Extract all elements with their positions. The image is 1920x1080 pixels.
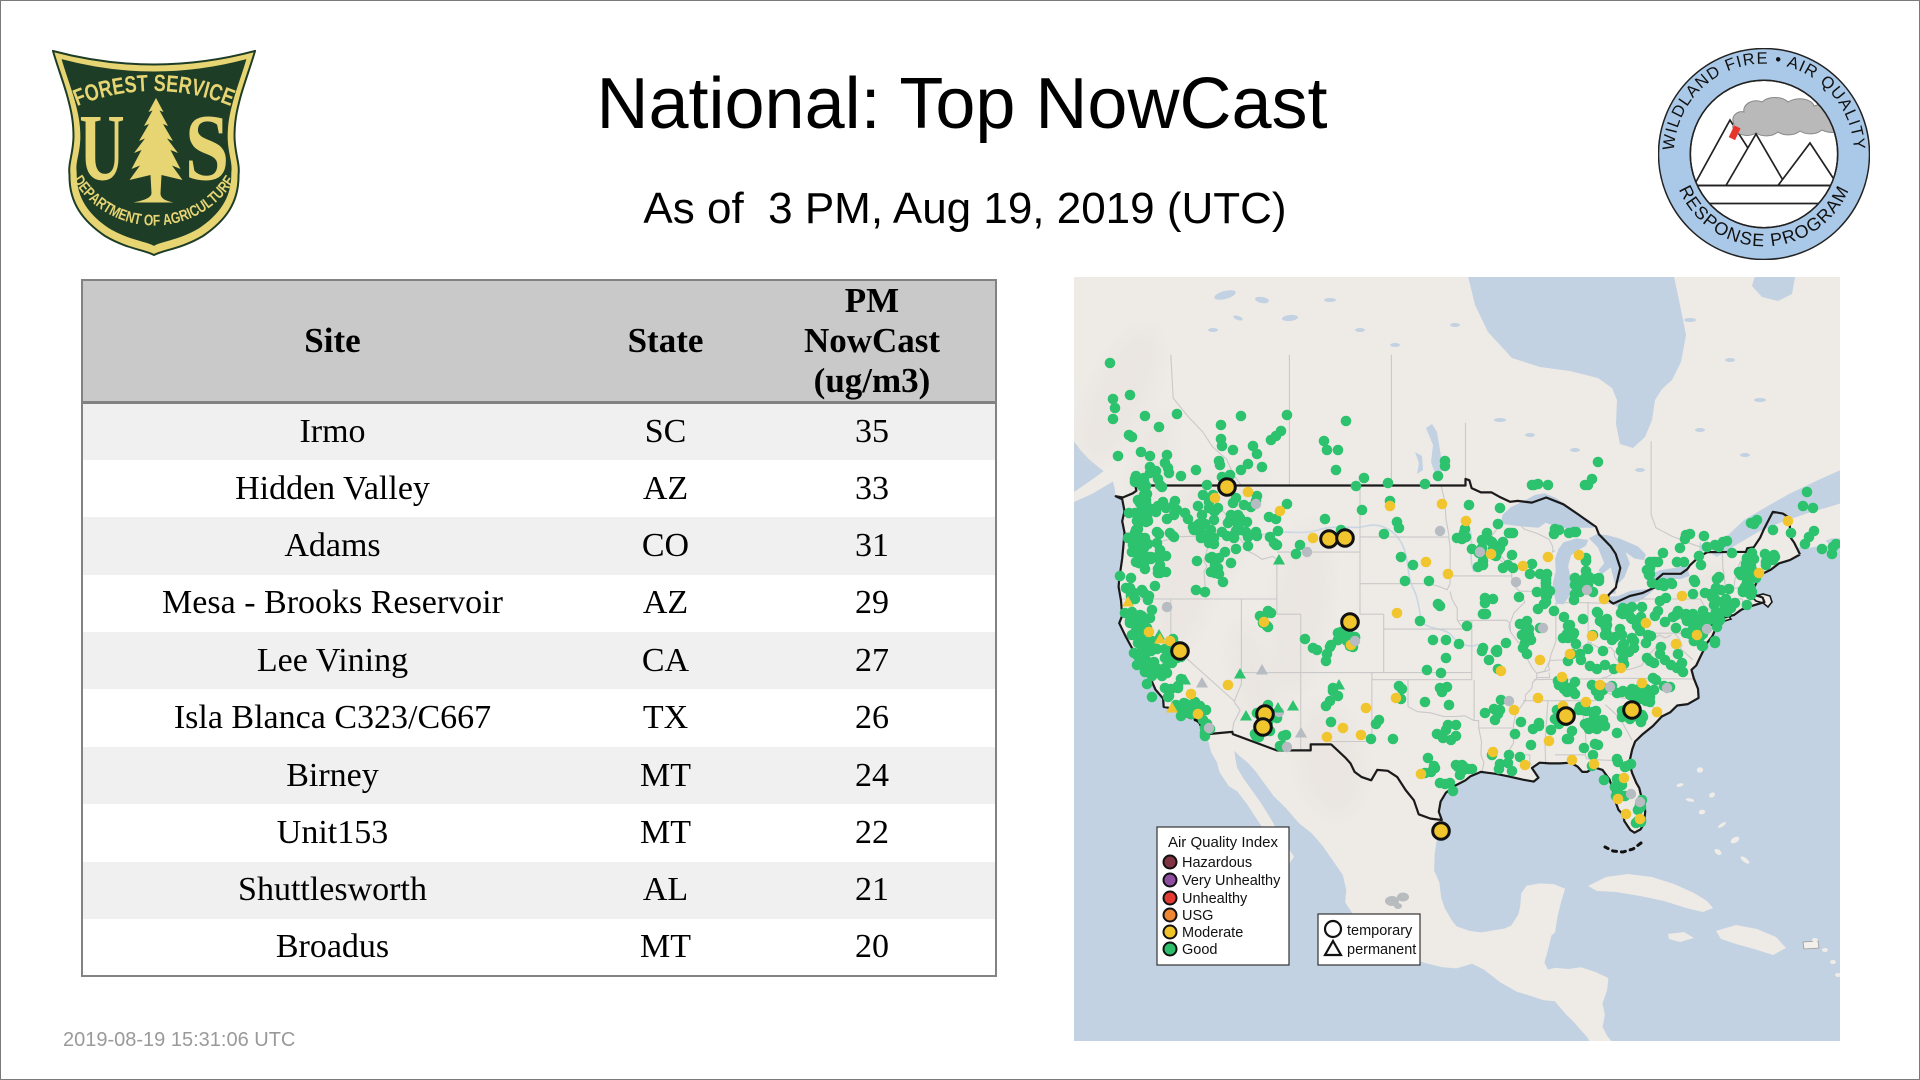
svg-text:Good: Good xyxy=(1182,942,1217,958)
svg-text:E: E xyxy=(165,71,179,98)
svg-text:E: E xyxy=(110,73,126,100)
svg-text:S: S xyxy=(153,71,166,97)
svg-text:Air Quality Index: Air Quality Index xyxy=(1168,834,1279,851)
svg-text:S: S xyxy=(185,95,229,200)
svg-text:G: G xyxy=(169,208,182,228)
svg-text:A: A xyxy=(162,209,173,228)
svg-text:R: R xyxy=(177,72,194,99)
svg-text:T: T xyxy=(136,71,149,97)
svg-text:F: F xyxy=(153,211,161,229)
svg-text:I: I xyxy=(184,204,194,222)
svg-text:Hazardous: Hazardous xyxy=(1182,855,1252,871)
svg-text:I: I xyxy=(201,77,212,103)
svg-text:S: S xyxy=(123,72,138,99)
svg-text:USG: USG xyxy=(1182,908,1213,924)
svg-text:T: T xyxy=(133,209,144,228)
svg-text:U: U xyxy=(79,96,124,201)
svg-text:temporary: temporary xyxy=(1347,923,1413,939)
svg-text:O: O xyxy=(143,211,154,229)
svg-text:Very Unhealthy: Very Unhealthy xyxy=(1182,873,1281,889)
svg-text:R: R xyxy=(96,75,115,103)
svg-text:Moderate: Moderate xyxy=(1182,925,1243,941)
svg-text:permanent: permanent xyxy=(1347,942,1416,958)
svg-text:V: V xyxy=(189,75,206,103)
svg-text:Unhealthy: Unhealthy xyxy=(1182,891,1248,907)
